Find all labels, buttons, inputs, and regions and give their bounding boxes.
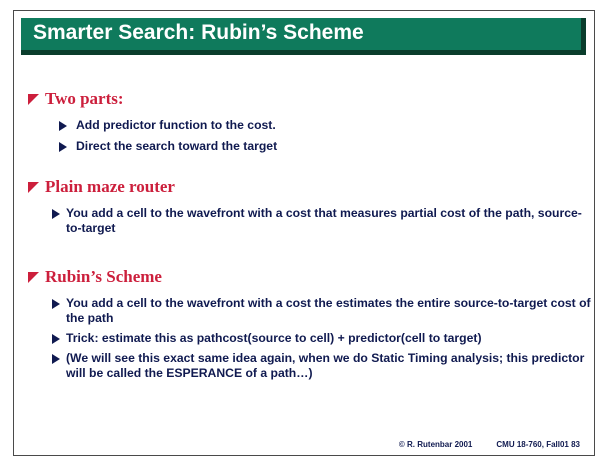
triangle-bullet-icon [52, 334, 60, 344]
footer-copyright: © R. Rutenbar 2001 [398, 440, 473, 449]
bullet-text: You add a cell to the wavefront with a c… [66, 296, 591, 325]
footer-course-page: CMU 18-760, Fall01 83 [496, 440, 580, 449]
bullet-item: Direct the search toward the target [28, 139, 556, 154]
bullet-item: You add a cell to the wavefront with a c… [28, 296, 591, 326]
section-heading: Rubin’s Scheme [28, 267, 591, 289]
corner-marker-icon [28, 272, 39, 283]
bullet-text: (We will see this exact same idea again,… [66, 351, 585, 380]
triangle-bullet-icon [52, 354, 60, 364]
section-heading-text: Two parts: [45, 89, 124, 108]
section-rubins-scheme: Rubin’s Scheme You add a cell to the wav… [28, 267, 591, 381]
section-plain-maze-router: Plain maze router You add a cell to the … [28, 177, 591, 236]
triangle-bullet-icon [52, 299, 60, 309]
bullet-item: You add a cell to the wavefront with a c… [28, 206, 591, 236]
triangle-bullet-icon [52, 209, 60, 219]
section-heading: Two parts: [28, 89, 556, 111]
title-bar: Smarter Search: Rubin’s Scheme [21, 18, 586, 55]
section-heading-text: Plain maze router [45, 177, 175, 196]
corner-marker-icon [28, 94, 39, 105]
section-heading: Plain maze router [28, 177, 591, 199]
triangle-bullet-icon [59, 142, 67, 152]
slide-footer: © R. Rutenbar 2001 CMU 18-760, Fall01 83 [375, 440, 580, 449]
section-heading-text: Rubin’s Scheme [45, 267, 162, 286]
bullet-text: You add a cell to the wavefront with a c… [66, 206, 582, 235]
slide: Smarter Search: Rubin’s Scheme Two parts… [13, 10, 595, 456]
section-two-parts: Two parts: Add predictor function to the… [28, 89, 556, 154]
bullet-text: Direct the search toward the target [76, 139, 278, 153]
bullet-text: Add predictor function to the cost. [76, 118, 276, 132]
corner-marker-icon [28, 182, 39, 193]
bullet-text: Trick: estimate this as pathcost(source … [66, 331, 482, 345]
bullet-item: Trick: estimate this as pathcost(source … [28, 331, 591, 346]
bullet-item: (We will see this exact same idea again,… [28, 351, 591, 381]
slide-title: Smarter Search: Rubin’s Scheme [33, 21, 364, 44]
triangle-bullet-icon [59, 121, 67, 131]
bullet-item: Add predictor function to the cost. [28, 118, 556, 133]
